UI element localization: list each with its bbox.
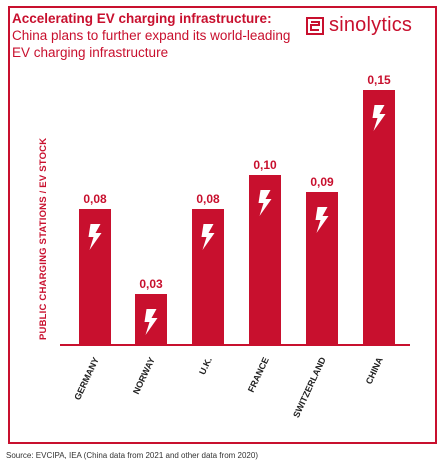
lightning-bolt-icon: [88, 224, 102, 250]
data-label: 0,10: [253, 158, 277, 172]
x-tick-label: GERMANY: [72, 356, 101, 402]
title-bold: Accelerating EV charging infrastructure:: [12, 11, 272, 26]
lightning-bolt-icon: [144, 309, 158, 335]
source-note: Source: EVCIPA, IEA (China data from 202…: [6, 451, 258, 460]
x-tick-label: CHINA: [364, 355, 385, 386]
x-tick-label: FRANCE: [246, 356, 271, 394]
data-label: 0,08: [196, 192, 220, 206]
lightning-bolt-icon: [372, 105, 386, 131]
data-label: 0,09: [310, 175, 334, 189]
data-label: 0,08: [83, 192, 107, 206]
x-tick-label: SWITZERLAND: [291, 355, 328, 419]
x-tick-label: NORWAY: [131, 356, 157, 396]
lightning-bolt-icon: [258, 190, 272, 216]
bar-china: [363, 90, 395, 345]
logo-mark-icon: [306, 16, 324, 35]
chart-title: Accelerating EV charging infrastructure:…: [12, 10, 302, 61]
brand-logo: sinolytics: [306, 14, 412, 37]
title-rest: China plans to further expand its world-…: [12, 28, 291, 60]
data-label: 0,15: [367, 73, 391, 87]
lightning-bolt-icon: [315, 207, 329, 233]
logo-text: sinolytics: [329, 14, 413, 36]
x-tick-label: U.K.: [197, 356, 214, 377]
lightning-bolt-icon: [201, 224, 215, 250]
data-label: 0,03: [139, 277, 163, 291]
